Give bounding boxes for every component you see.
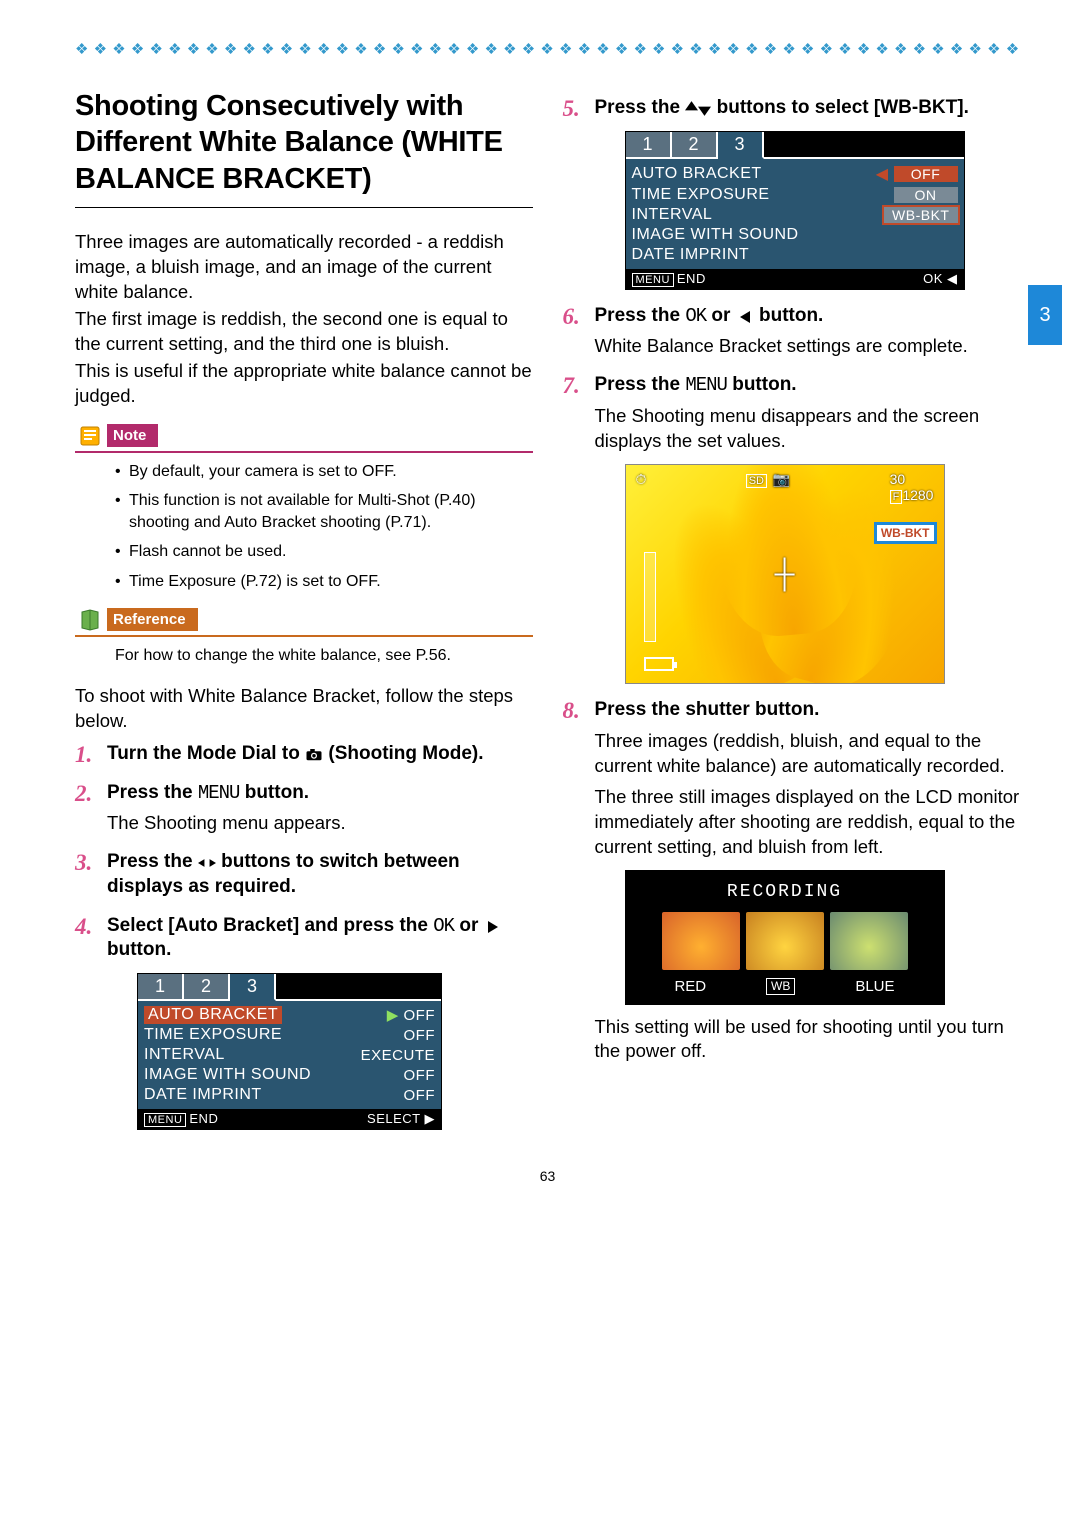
thumb-blue bbox=[830, 912, 908, 970]
step-5: 5 Press the buttons to select [WB-BKT]. … bbox=[563, 96, 1021, 290]
step-number: 3 bbox=[75, 850, 92, 876]
right-arrow-icon bbox=[484, 920, 502, 934]
step-number: 5 bbox=[563, 96, 580, 122]
reference-label: Reference bbox=[107, 608, 198, 631]
step-1: 1 Turn the Mode Dial to (Shooting Mode). bbox=[75, 742, 533, 767]
note-label: Note bbox=[107, 424, 158, 447]
menu-tab: 1 bbox=[626, 132, 672, 159]
step-3: 3 Press the buttons to switch between di… bbox=[75, 850, 533, 899]
camera-icon bbox=[305, 748, 323, 762]
menu-row: INTERVALEXECUTE bbox=[144, 1045, 435, 1065]
menu-tab: 3 bbox=[230, 974, 276, 1001]
menu-footer: MENUEND SELECT ▶ bbox=[138, 1109, 441, 1129]
note-item: This function is not available for Multi… bbox=[115, 490, 533, 533]
reference-box: Reference For how to change the white ba… bbox=[75, 607, 533, 675]
note-list: By default, your camera is set to OFF. T… bbox=[75, 453, 533, 593]
step-2: 2 Press the MENU button. The Shooting me… bbox=[75, 781, 533, 837]
step-number: 7 bbox=[563, 373, 580, 399]
note-box: Note By default, your camera is set to O… bbox=[75, 423, 533, 593]
intro-p1: Three images are automatically recorded … bbox=[75, 230, 533, 305]
step-number: 8 bbox=[563, 698, 580, 724]
menu-screenshot-2: 1 2 3 AUTO BRACKET ◀ OFF bbox=[625, 131, 1021, 290]
step-number: 1 bbox=[75, 742, 92, 768]
menu-row: AUTO BRACKET ◀ OFF bbox=[632, 163, 958, 185]
title-underline bbox=[75, 207, 533, 208]
zoom-slider-icon bbox=[644, 552, 656, 642]
note-icon bbox=[75, 423, 105, 449]
step-8: 8 Press the shutter button. Three images… bbox=[563, 698, 1021, 1064]
step-4: 4 Select [Auto Bracket] and press the OK… bbox=[75, 914, 533, 1130]
step-number: 4 bbox=[75, 914, 92, 940]
focus-crosshair-icon: ┼ bbox=[775, 558, 795, 590]
menu-screenshot-1: 1 2 3 AUTO BRACKET ▶ OFF TIME EXPOS bbox=[137, 973, 533, 1130]
section-title: Shooting Consecutively with Different Wh… bbox=[75, 88, 533, 197]
thumb-normal bbox=[746, 912, 824, 970]
menu-row: TIME EXPOSURE ON bbox=[632, 185, 958, 205]
page-number: 63 bbox=[75, 1168, 1020, 1184]
note-item: Flash cannot be used. bbox=[115, 541, 533, 563]
battery-icon bbox=[644, 657, 674, 671]
camera-indicator-icon: 📷 bbox=[773, 471, 790, 487]
menu-row: INTERVAL WB-BKT bbox=[632, 205, 958, 225]
menu-tab: 2 bbox=[184, 974, 230, 1001]
menu-tab: 1 bbox=[138, 974, 184, 1001]
menu-tab: 3 bbox=[718, 132, 764, 159]
recording-screenshot: RECORDING RED WB BLUE bbox=[625, 870, 1021, 1005]
timer-icon: ⏱ bbox=[636, 471, 647, 503]
decorative-diamond-border: ❖ ❖ ❖ ❖ ❖ ❖ ❖ ❖ ❖ ❖ ❖ ❖ ❖ ❖ ❖ ❖ ❖ ❖ ❖ ❖ … bbox=[75, 40, 1020, 58]
chapter-tab: 3 bbox=[1028, 285, 1062, 345]
reference-text: For how to change the white balance, see… bbox=[75, 637, 533, 675]
left-arrow-icon bbox=[736, 310, 754, 324]
thumb-red bbox=[662, 912, 740, 970]
lead-in: To shoot with White Balance Bracket, fol… bbox=[75, 684, 533, 734]
menu-row: IMAGE WITH SOUNDOFF bbox=[144, 1065, 435, 1085]
up-down-arrows-icon bbox=[685, 101, 711, 116]
step-number: 6 bbox=[563, 304, 580, 330]
menu-footer: MENUEND OK ◀ bbox=[626, 269, 964, 289]
wb-bkt-badge: WB-BKT bbox=[877, 525, 934, 541]
menu-tab: 2 bbox=[672, 132, 718, 159]
lcd-preview-screenshot: ⏱ SD 📷 30 F1280 WB-BKT ┼ bbox=[625, 464, 1021, 684]
step-6: 6 Press the OK or button. White Balance … bbox=[563, 304, 1021, 360]
step-number: 2 bbox=[75, 781, 92, 807]
menu-row: DATE IMPRINT bbox=[632, 245, 958, 265]
reference-icon bbox=[75, 607, 105, 633]
menu-row: TIME EXPOSUREOFF bbox=[144, 1025, 435, 1045]
intro-p2: The first image is reddish, the second o… bbox=[75, 307, 533, 357]
note-item: By default, your camera is set to OFF. bbox=[115, 461, 533, 483]
step-7: 7 Press the MENU button. The Shooting me… bbox=[563, 373, 1021, 684]
left-right-arrows-icon bbox=[198, 856, 216, 870]
note-item: Time Exposure (P.72) is set to OFF. bbox=[115, 571, 533, 593]
menu-row: DATE IMPRINTOFF bbox=[144, 1085, 435, 1105]
menu-row: AUTO BRACKET ▶ OFF bbox=[144, 1005, 435, 1025]
intro-p3: This is useful if the appropriate white … bbox=[75, 359, 533, 409]
menu-row: IMAGE WITH SOUND bbox=[632, 225, 958, 245]
